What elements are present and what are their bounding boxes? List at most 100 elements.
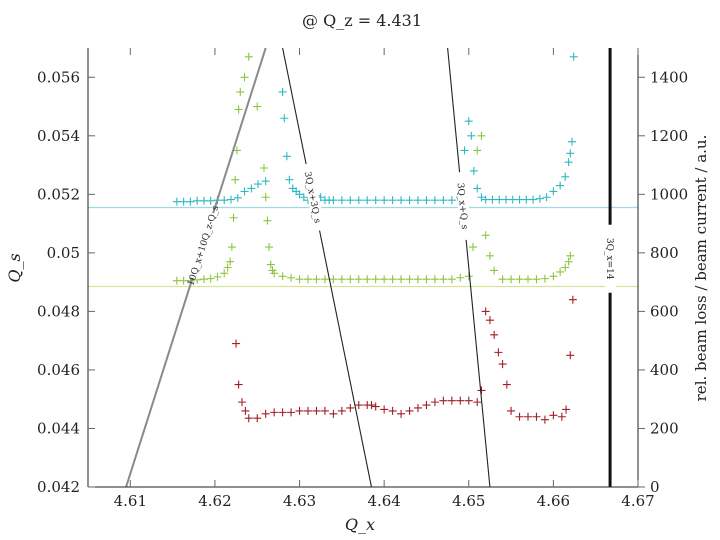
series-1-point <box>304 275 312 284</box>
series-1-point <box>414 275 422 284</box>
series-1-point <box>477 131 486 140</box>
series-2-point <box>367 401 376 410</box>
series-2-point <box>253 414 262 423</box>
series-1-point <box>206 274 215 283</box>
series-1-point <box>320 275 329 284</box>
series-1-point <box>549 272 558 281</box>
series-2-point <box>397 409 406 418</box>
series-0-point <box>508 195 517 204</box>
x-tick-label: 4.62 <box>198 492 231 510</box>
series-1-point <box>253 102 262 111</box>
series-1-point <box>380 275 389 284</box>
series-2-point <box>540 415 549 424</box>
series-0-point <box>569 52 578 61</box>
series-0-point <box>380 196 389 205</box>
series-0-point <box>564 158 573 167</box>
series-0-point <box>206 196 215 205</box>
series-2-point <box>371 402 380 411</box>
series-0-point <box>464 117 473 126</box>
series-2-point <box>270 408 279 417</box>
series-0-point <box>388 196 397 205</box>
series-0-point <box>422 196 431 205</box>
series-0-point <box>299 193 308 202</box>
series-2-point <box>244 414 253 423</box>
series-1-point <box>226 257 235 266</box>
series-1-point <box>179 276 188 285</box>
series-1-point <box>227 243 236 252</box>
series-2-point <box>532 412 541 421</box>
series-0-point <box>233 193 242 202</box>
y-tick-label: 0.044 <box>37 419 80 437</box>
series-0-point <box>220 196 229 205</box>
x-tick-label: 4.61 <box>114 492 147 510</box>
series-1-point <box>265 243 274 252</box>
series-2-point <box>498 360 507 369</box>
series-2-point <box>312 406 321 415</box>
series-1-point <box>263 216 272 225</box>
series-2-point <box>562 405 571 414</box>
series-1-point <box>312 275 321 284</box>
series-0-point <box>282 152 291 161</box>
y2-tick-label: 1000 <box>650 185 688 203</box>
y2-axis-title: rel. beam loss / beam current / a.u. <box>692 135 710 402</box>
series-1-point <box>278 272 287 281</box>
series-2-point <box>388 406 397 415</box>
series-1-point <box>447 275 456 284</box>
series-2-point <box>232 339 241 348</box>
series-0-point <box>430 196 439 205</box>
series-2-point <box>456 396 465 405</box>
series-1-point <box>397 275 406 284</box>
series-1-point <box>498 275 507 284</box>
series-2-point <box>241 406 250 415</box>
series-0-point <box>405 196 414 205</box>
series-2-point <box>566 351 575 360</box>
series-0-point <box>414 196 422 205</box>
series-0-point <box>566 149 575 158</box>
series-0-point <box>542 193 551 202</box>
series-2-point <box>485 316 494 325</box>
series-0-point <box>568 137 576 146</box>
series-0-point <box>556 181 565 190</box>
series-2-point <box>380 405 389 414</box>
series-2-point <box>320 406 329 415</box>
series-2-point <box>278 408 287 417</box>
series-1-point <box>337 275 346 284</box>
series-0-point <box>354 196 363 205</box>
x-tick-label: 4.63 <box>283 492 316 510</box>
series-1-point <box>363 275 372 284</box>
y2-tick-label: 1400 <box>650 68 688 86</box>
series-0-point <box>495 195 504 204</box>
series-2-point <box>329 409 338 418</box>
series-0-point <box>473 184 482 193</box>
series-1-point <box>229 213 238 222</box>
series-0-point <box>240 187 249 196</box>
series-2-point <box>494 348 503 357</box>
series-1-point <box>507 275 516 284</box>
series-0-point <box>247 184 256 193</box>
y2-tick-label: 200 <box>650 419 679 437</box>
series-2-point <box>515 412 524 421</box>
series-1-point <box>270 269 279 278</box>
series-2-point <box>337 406 346 415</box>
series-1-point <box>422 275 431 284</box>
series-1-point <box>388 275 397 284</box>
series-0-point <box>337 196 346 205</box>
y-tick-label: 0.046 <box>37 361 80 379</box>
x-tick-label: 4.67 <box>621 492 654 510</box>
series-0-point <box>285 175 294 184</box>
y-tick-label: 0.05 <box>47 244 80 262</box>
series-0-point <box>481 195 490 204</box>
y2-tick-label: 0 <box>650 478 660 496</box>
series-1-point <box>485 251 494 260</box>
x-tick-label: 4.65 <box>452 492 485 510</box>
series-1-point <box>371 275 380 284</box>
series-0-point <box>529 195 538 204</box>
series-2-point <box>430 398 439 407</box>
series-1-point <box>469 243 477 252</box>
series-0-point <box>397 196 406 205</box>
series-1-point <box>566 251 575 260</box>
series-1-point <box>473 146 482 155</box>
series-2-point <box>507 406 516 415</box>
series-2-point <box>287 408 296 417</box>
series-2-point <box>490 330 499 339</box>
